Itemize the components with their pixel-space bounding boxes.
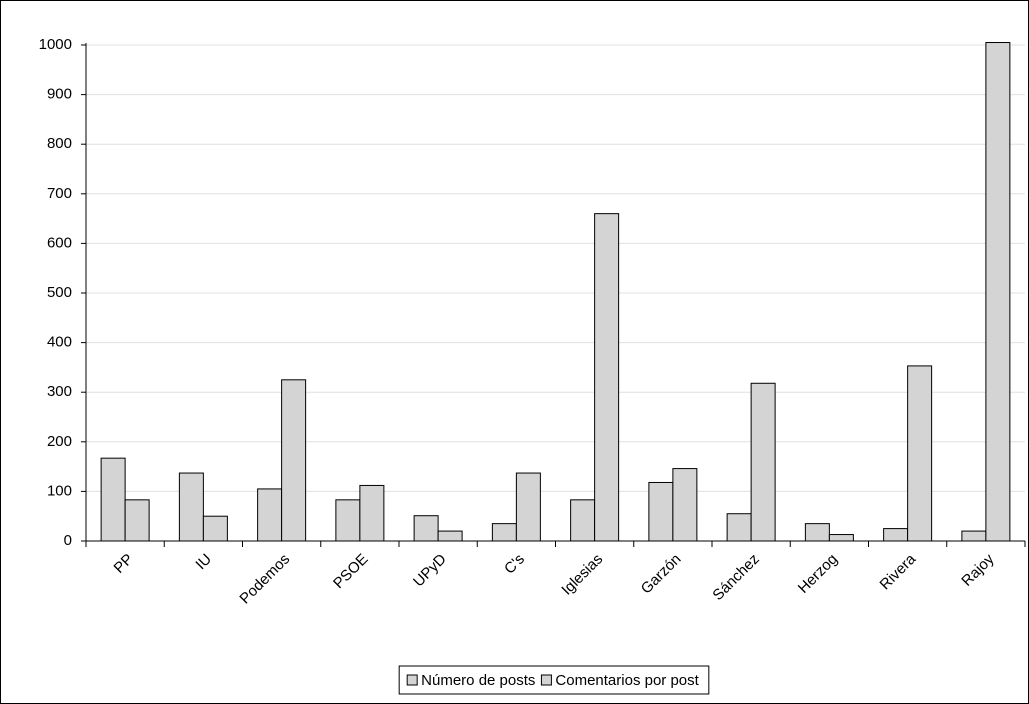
bar [257, 488, 283, 542]
y-tick-label: 700 [47, 185, 72, 202]
bar [437, 530, 463, 542]
bar [359, 484, 385, 542]
bar [202, 515, 228, 542]
bar [281, 379, 307, 542]
bar [594, 213, 620, 542]
legend-swatch [540, 674, 552, 686]
bar [648, 481, 674, 542]
y-tick-label: 500 [47, 284, 72, 301]
bar [335, 499, 361, 542]
legend-swatch [406, 674, 418, 686]
bar [491, 523, 517, 542]
bar [961, 530, 987, 542]
y-tick-label: 100 [47, 482, 72, 499]
bar [907, 365, 933, 542]
bar [985, 42, 1011, 542]
y-tick-label: 800 [47, 135, 72, 152]
bar [413, 515, 439, 542]
bar [672, 468, 698, 542]
legend-label: Comentarios por post [555, 672, 699, 689]
y-tick-label: 900 [47, 86, 72, 103]
y-tick-label: 300 [47, 383, 72, 400]
legend: Número de posts Comentarios por post [398, 665, 710, 695]
y-tick-label: 0 [64, 532, 72, 549]
bar [570, 499, 596, 542]
bar [100, 457, 126, 542]
y-tick-label: 1000 [39, 36, 72, 53]
y-tick-label: 200 [47, 433, 72, 450]
legend-box [398, 665, 710, 695]
bar [804, 523, 830, 542]
y-tick-label: 600 [47, 234, 72, 251]
bar [883, 528, 909, 542]
legend-label: Número de posts [421, 672, 535, 689]
bar [178, 472, 204, 542]
bar [828, 534, 854, 542]
bar [124, 499, 150, 542]
bar [750, 382, 776, 542]
bar [726, 513, 752, 542]
y-tick-label: 400 [47, 334, 72, 351]
bar [515, 472, 541, 542]
